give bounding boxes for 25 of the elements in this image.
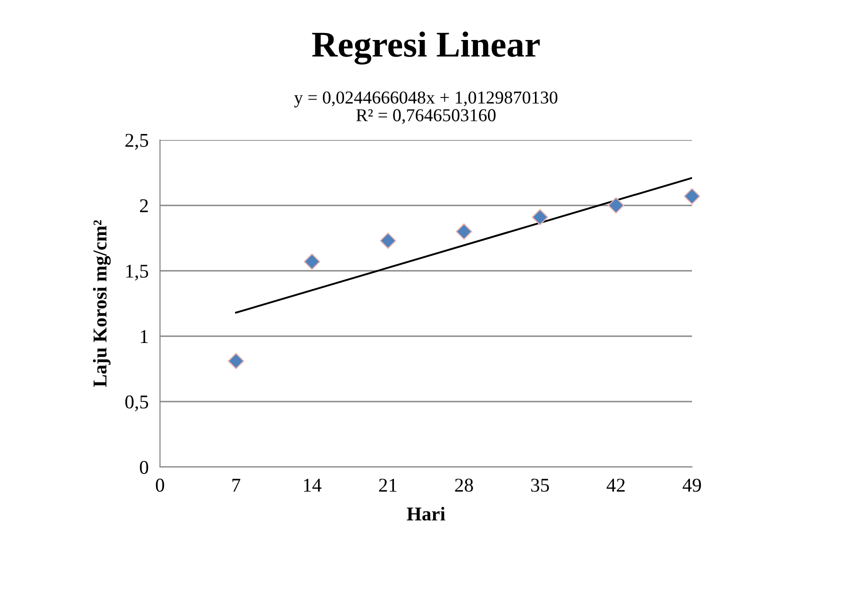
y-tick-label: 0,5 (125, 395, 148, 412)
x-tick-label: 49 (682, 478, 701, 492)
point (608, 197, 624, 214)
point (532, 209, 548, 226)
x-axis-title: Hari (406, 506, 446, 521)
x-tick-label: 42 (606, 478, 625, 492)
y-tick-label: 1,5 (126, 264, 148, 281)
x-tick-label: 21 (379, 478, 397, 492)
point (228, 352, 244, 370)
point (456, 223, 472, 240)
x-tick-label: 0 (156, 478, 164, 492)
y-axis-title: Laju Korosi mg/cm² (92, 220, 111, 387)
x-tick-label: 28 (455, 478, 473, 492)
y-tick-label: 1 (140, 330, 148, 343)
point (380, 232, 396, 249)
y-tick-label: 2 (140, 199, 148, 212)
chart-subtitle: y = 0,0244666048x + 1,0129870130 R² = 0,7646503160 (294, 91, 558, 124)
y-tick-label: 0 (140, 460, 148, 474)
point (304, 253, 320, 270)
x-tick-label: 35 (531, 478, 549, 492)
x-tick-label: 7 (232, 478, 240, 492)
x-tick-label: 14 (304, 478, 322, 492)
point (684, 188, 700, 204)
chart-title: Regresi Linear (312, 31, 540, 65)
y-tick-label: 2,5 (125, 134, 148, 150)
